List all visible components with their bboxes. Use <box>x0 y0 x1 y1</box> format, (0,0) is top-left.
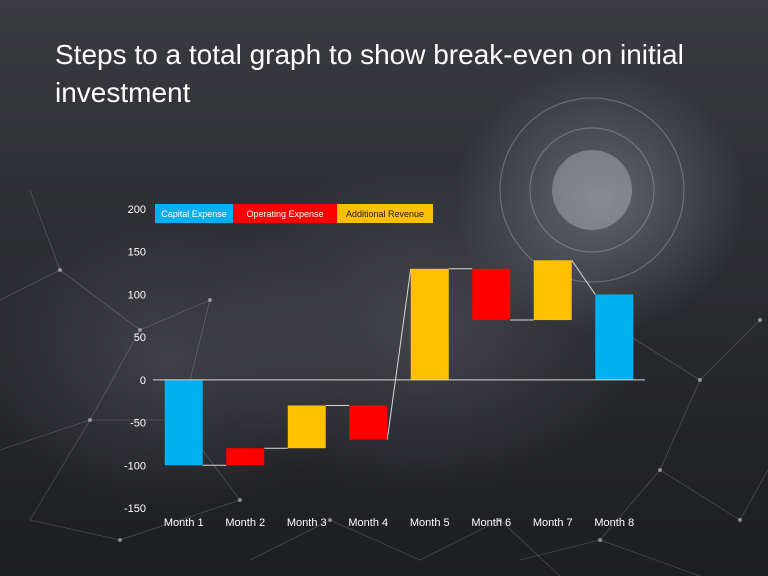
x-tick-label: Month 2 <box>225 517 265 529</box>
y-tick-label: 200 <box>128 204 146 216</box>
x-tick-label: Month 4 <box>348 517 388 529</box>
legend-swatch <box>155 204 233 223</box>
legend-label: Operating Expense <box>246 209 323 219</box>
bar-month-5 <box>410 268 449 380</box>
y-tick-label: 0 <box>140 375 146 387</box>
legend-label: Additional Revenue <box>346 209 424 219</box>
y-tick-label: 100 <box>128 289 146 301</box>
bar-month-1 <box>164 379 203 466</box>
bar-month-2 <box>226 448 265 466</box>
bar-series <box>164 260 634 466</box>
y-tick-label: 150 <box>128 247 146 259</box>
x-tick-label: Month 6 <box>471 517 511 529</box>
bar-month-4 <box>349 405 388 440</box>
bar-month-6 <box>472 268 511 321</box>
connector-line <box>571 259 596 295</box>
x-tick-label: Month 1 <box>164 517 204 529</box>
y-tick-label: -100 <box>124 460 146 472</box>
legend-swatch <box>233 204 337 223</box>
bar-month-3 <box>287 405 326 449</box>
bar-month-7 <box>533 260 572 321</box>
y-tick-label: 50 <box>134 332 146 344</box>
x-tick-label: Month 8 <box>594 517 634 529</box>
x-tick-label: Month 7 <box>533 517 573 529</box>
y-axis-tick-labels: 200 150 100 50 0 -50 -100 -150 <box>124 204 146 515</box>
y-tick-label: -150 <box>124 503 146 515</box>
chart-legend: Capital Expense Operating Expense Addition… <box>155 204 433 223</box>
bar-month-8 <box>595 294 634 380</box>
connector-line <box>386 268 412 440</box>
y-tick-label: -50 <box>130 418 146 430</box>
legend-swatch <box>337 204 433 223</box>
legend-label: Capital Expense <box>161 209 227 219</box>
x-tick-label: Month 5 <box>410 517 450 529</box>
x-axis-category-labels: Month 1 Month 2 Month 3 Month 4 Month 5 Month… <box>164 517 634 529</box>
x-tick-label: Month 3 <box>287 517 327 529</box>
slide-title: Steps to a total graph to show break-eve… <box>55 39 684 108</box>
connector-lines <box>202 259 596 466</box>
